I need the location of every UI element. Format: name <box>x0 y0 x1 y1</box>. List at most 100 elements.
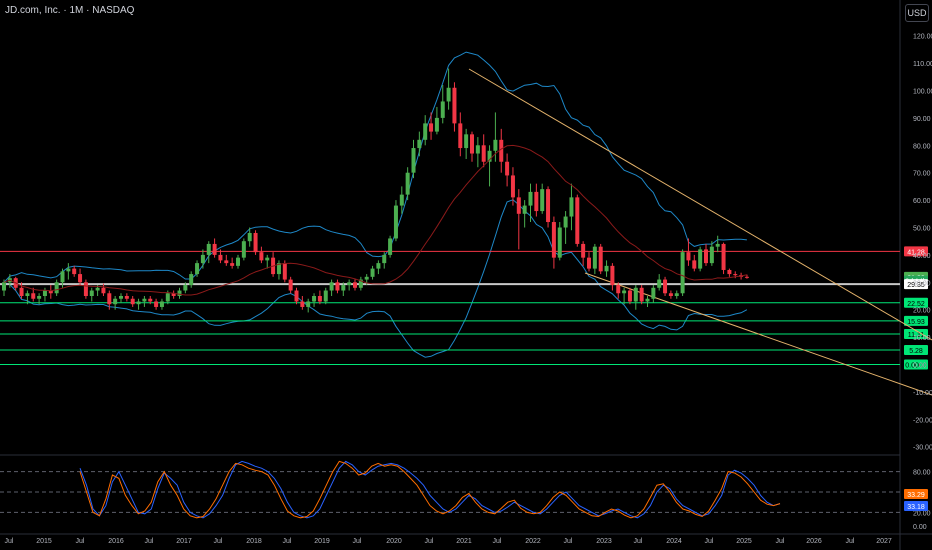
candle-body <box>107 293 112 305</box>
time-tick: Jul <box>634 538 643 545</box>
candle-body <box>230 263 235 266</box>
price-axis[interactable]: 120.00 110.00 100.00 90.00 80.00 70.00 60.00 50… <box>913 34 932 452</box>
candle-body <box>481 145 486 162</box>
level-label: 0.0000 <box>905 363 927 370</box>
candle-body <box>388 238 393 255</box>
time-tick: 2024 <box>666 538 682 545</box>
candle-body <box>189 274 194 286</box>
candle-body <box>42 290 47 296</box>
candle-body <box>177 290 182 296</box>
candle-body <box>48 290 53 294</box>
candle-body <box>282 263 287 280</box>
stoch-line <box>79 460 781 519</box>
candle-body <box>575 197 580 244</box>
currency-button[interactable]: USD <box>905 4 929 22</box>
candle-body <box>493 139 498 151</box>
price-tick: 120.00 <box>913 34 932 41</box>
candle-body <box>510 175 515 198</box>
candle-body <box>680 252 685 294</box>
candle-body <box>440 101 445 118</box>
level-label-bg <box>904 345 928 356</box>
time-tick: Jul <box>76 538 85 545</box>
candle-body <box>692 260 697 269</box>
candle-body <box>364 276 369 280</box>
level-label: 15.93 <box>907 319 925 326</box>
candle-body <box>475 145 480 154</box>
price-tick: 110.00 <box>913 61 932 68</box>
price-tick: -10.00 <box>913 390 932 397</box>
stoch-value-bg <box>904 489 928 499</box>
candle-body <box>247 232 252 242</box>
level-label: 22.52 <box>907 301 925 308</box>
price-tick: 0.00 <box>913 363 927 370</box>
price-levels: 41.2831.993d 14h29.3522.5215.9311.115.28… <box>0 246 928 370</box>
stoch-tick: 20.00 <box>913 510 931 517</box>
candle-body <box>347 282 352 286</box>
candle-body <box>727 269 732 275</box>
candle-body <box>698 249 703 269</box>
candle-body <box>195 263 200 275</box>
candle-body <box>306 301 311 307</box>
candle-body <box>487 150 492 162</box>
level-label: 11.11 <box>908 332 925 339</box>
lower-band <box>3 199 748 358</box>
candle-body <box>563 216 568 228</box>
candle-body <box>639 287 644 302</box>
candle-body <box>651 287 656 299</box>
candle-body <box>663 279 668 294</box>
candle-body <box>616 285 621 294</box>
candle-body <box>224 260 229 264</box>
candle-body <box>95 287 100 291</box>
candle-body <box>78 274 83 283</box>
time-tick: Jul <box>425 538 434 545</box>
time-tick: Jul <box>776 538 785 545</box>
candle-body <box>212 243 217 255</box>
candle-body <box>72 268 77 275</box>
candle-body <box>551 222 556 258</box>
candle-body <box>645 298 650 302</box>
candle-body <box>276 263 281 275</box>
time-tick: 2025 <box>736 538 752 545</box>
time-tick: 2015 <box>36 538 52 545</box>
trendline-upper <box>468 68 932 341</box>
candle-body <box>522 205 527 214</box>
candle-body <box>37 296 42 299</box>
stoch-value: 33.18 <box>907 504 925 511</box>
price-tick: 70.00 <box>913 171 931 178</box>
candle-body <box>119 296 123 299</box>
candle-body <box>464 134 469 149</box>
price-tick: -20.00 <box>913 417 932 424</box>
time-tick: 2022 <box>525 538 541 545</box>
time-tick: 2018 <box>246 538 262 545</box>
candle-body <box>66 268 71 272</box>
price-tick: 80.00 <box>913 143 931 150</box>
candle-body <box>31 293 36 299</box>
candle-body <box>329 282 334 291</box>
candle-body <box>136 301 141 305</box>
price-tick: 30.00 <box>913 280 931 287</box>
price-tick: -30.00 <box>913 445 932 452</box>
candle-body <box>446 87 451 102</box>
time-tick: 2016 <box>108 538 124 545</box>
stoch-line <box>79 460 781 519</box>
candle-body <box>458 123 463 149</box>
candle-body <box>604 265 609 272</box>
candle-body <box>505 161 510 176</box>
time-axis[interactable]: Jul 2015 Jul 2016 Jul 2017 Jul 2018 Jul 2019 Jul 20… <box>5 538 892 545</box>
time-tick: 2023 <box>596 538 612 545</box>
candle-body <box>434 117 439 132</box>
candle-body <box>405 172 410 195</box>
candle-body <box>674 293 679 296</box>
candle-body <box>200 254 205 264</box>
candle-body <box>733 274 738 276</box>
candle-body <box>569 197 574 217</box>
candle-body <box>19 287 24 296</box>
candle-body <box>154 301 159 307</box>
candle-body <box>183 285 188 291</box>
time-tick: 2019 <box>314 538 330 545</box>
time-tick: Jul <box>493 538 502 545</box>
candle-body <box>206 243 211 255</box>
bollinger-bands <box>3 51 748 358</box>
